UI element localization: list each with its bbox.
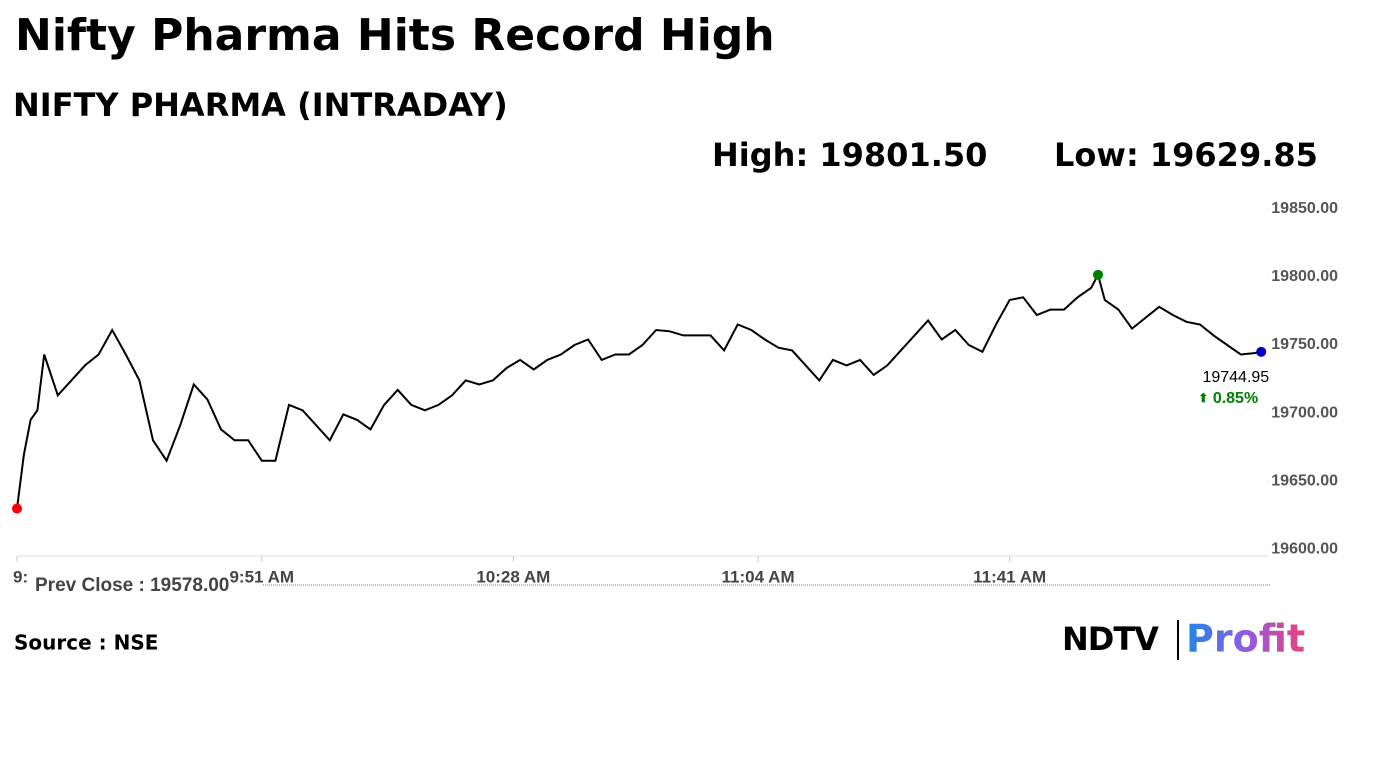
logo-suffix: Profit (1186, 617, 1305, 661)
source: Source : NSE (14, 631, 158, 655)
chart-title: Nifty Pharma Hits Record High (15, 10, 775, 61)
last-value: 19744.95 (1202, 369, 1269, 386)
x-tick-label: 9:51 AM (229, 567, 294, 586)
chart-subtitle: NIFTY PHARMA (INTRADAY) (13, 86, 508, 124)
y-tick-label: 19650.00 (1271, 472, 1338, 489)
x-tick-label: 10:28 AM (476, 567, 550, 586)
last-marker (1256, 346, 1267, 357)
low-marker (12, 503, 22, 514)
x-tick-label: 11:41 AM (973, 567, 1046, 586)
change-arrow: ⬆ (1198, 391, 1208, 405)
low-label: Low: (1054, 136, 1139, 174)
y-tick-label: 19750.00 (1271, 336, 1338, 353)
prev-close-value: 19578.00 (150, 575, 229, 596)
x-tick-label: 9: (13, 567, 28, 586)
low-stat: Low: 19629.85 (1054, 136, 1318, 174)
high-marker (1093, 269, 1104, 280)
y-tick-label: 19600.00 (1271, 540, 1338, 557)
low-value: 19629.85 (1150, 136, 1318, 174)
prev-close-label: Prev Close : (35, 575, 145, 596)
logo: NDTV (1062, 620, 1159, 658)
y-tick-label: 19850.00 (1271, 200, 1338, 217)
change: ⬆ 0.85% (1198, 390, 1258, 407)
prev-close: Prev Close : 19578.00 (35, 575, 229, 596)
change-value: 0.85% (1213, 390, 1258, 407)
high-value: 19801.50 (819, 136, 987, 174)
high-label: High: (712, 136, 808, 174)
high-stat: High: 19801.50 (712, 136, 987, 174)
y-tick-label: 19800.00 (1271, 268, 1338, 285)
y-tick-label: 19700.00 (1271, 404, 1338, 421)
price-line (16, 272, 1262, 509)
x-tick-label: 11:04 AM (722, 567, 795, 586)
